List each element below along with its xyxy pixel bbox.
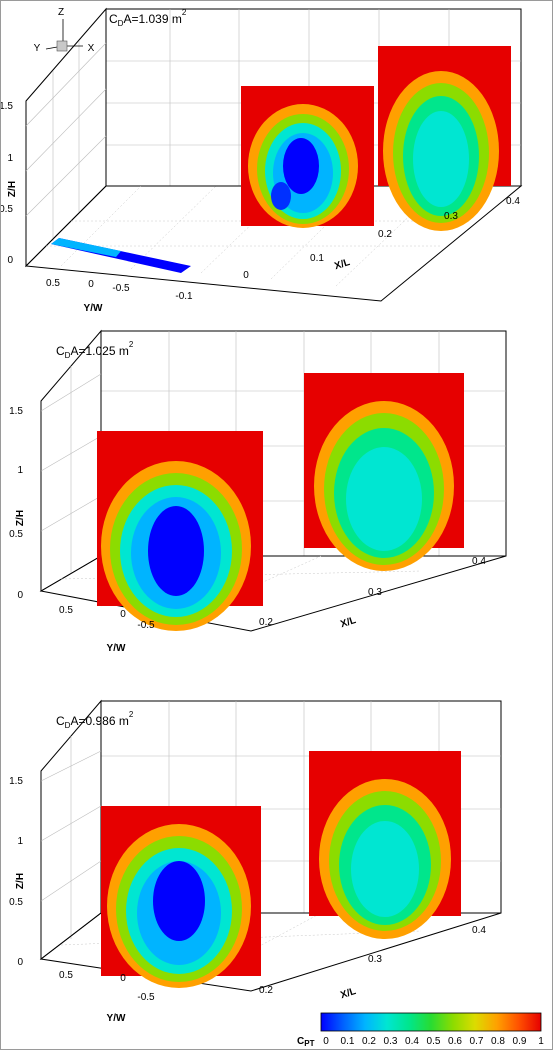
orientation-z-label: Z	[58, 7, 64, 18]
x-tick-label: 0.3	[444, 211, 458, 222]
z-tick-label: 0.5	[1, 204, 13, 215]
label-layer: CDA=1.039 m2 0 0.5 1 1.5 0.5 0 -0.5 -0.1 0 0.1 0.2 0…	[0, 7, 544, 1048]
z-tick-label: 0.5	[9, 897, 23, 908]
wake-plane-x0.4	[304, 373, 464, 571]
x-axis-label: X/L	[339, 986, 357, 1001]
colorbar-label: CPT	[297, 1036, 315, 1048]
z-tick-label: 0	[7, 255, 13, 266]
z-tick-label: 0.5	[9, 529, 23, 540]
left-wall-grid	[25, 41, 107, 241]
z-axis-label: Z/H	[15, 510, 26, 526]
x-tick-label: 0.4	[506, 196, 520, 207]
colorbar-tick-label: 0.6	[448, 1036, 462, 1047]
colorbar-tick-label: 0	[323, 1036, 329, 1047]
x-tick-label: 0.3	[368, 954, 382, 965]
z-axis-label: Z/H	[7, 181, 18, 197]
left-wall-grid	[40, 366, 102, 573]
panel-1	[24, 7, 523, 302]
y-tick-label: -0.5	[137, 992, 155, 1003]
x-tick-label: -0.1	[175, 291, 193, 302]
colorbar-tick-label: 0.9	[513, 1036, 527, 1047]
z-axis-label: Z/H	[15, 873, 26, 889]
colorbar-tick-label: 0.2	[362, 1036, 376, 1047]
orientation-x-label: X	[88, 43, 95, 54]
x-tick-label: 0.2	[259, 617, 273, 628]
orientation-y-label: Y	[34, 43, 41, 54]
colorbar-tick-label: 0.5	[427, 1036, 441, 1047]
z-tick-label: 1	[7, 153, 13, 164]
wake-plane-x0.2	[101, 806, 261, 988]
colorbar-tick-label: 0.4	[405, 1036, 419, 1047]
colorbar-tick-label: 0.3	[384, 1036, 398, 1047]
x-tick-label: 0.1	[310, 253, 324, 264]
colorbar-gradient	[320, 1012, 542, 1032]
wake-plane-x0.4	[378, 46, 511, 231]
x-tick-label: 0.3	[368, 587, 382, 598]
panel-3	[39, 699, 502, 992]
colorbar-tick-label: 0.1	[341, 1036, 355, 1047]
z-tick-label: 1	[17, 836, 23, 847]
x-axis-label: X/L	[333, 257, 351, 272]
y-tick-label: 0	[120, 609, 126, 620]
x-tick-label: 0.4	[472, 556, 486, 567]
y-tick-label: 0.5	[46, 278, 60, 289]
chart-title-2: CDA=1.025 m2	[56, 340, 134, 360]
z-tick-label: 1	[17, 465, 23, 476]
z-tick-label: 1.5	[9, 776, 23, 787]
z-tick-label: 1.5	[9, 406, 23, 417]
x-tick-label: 0.4	[472, 925, 486, 936]
wake-plane-x0.2	[241, 86, 374, 228]
y-tick-label: 0.5	[59, 605, 73, 616]
orientation-triad	[45, 19, 83, 52]
z-tick-label: 1.5	[1, 101, 13, 112]
y-tick-label: 0.5	[59, 970, 73, 981]
colorbar-tick-label: 0.7	[470, 1036, 484, 1047]
chart-title-3: CDA=0.986 m2	[56, 710, 134, 730]
wake-plane-x0.2	[97, 431, 263, 631]
y-tick-label: -0.5	[112, 283, 130, 294]
y-axis-label: Y/W	[84, 303, 103, 314]
left-wall-grid	[40, 736, 102, 939]
chart-title-1: CDA=1.039 m2	[109, 8, 187, 28]
floor-plane-x-0.1	[51, 238, 191, 273]
colorbar-tick-label: 0.8	[491, 1036, 505, 1047]
y-tick-label: -0.5	[137, 620, 155, 631]
colorbar-tick-label: 1	[538, 1036, 544, 1047]
y-tick-label: 0	[88, 279, 94, 290]
y-tick-label: 0	[120, 973, 126, 984]
z-tick-label: 0	[17, 957, 23, 968]
wake-plane-x0.4	[309, 751, 461, 939]
floor	[24, 185, 523, 302]
x-axis-label: X/L	[339, 615, 357, 630]
panel-2	[39, 329, 507, 632]
x-tick-label: 0	[243, 270, 249, 281]
y-axis-label: Y/W	[107, 1013, 126, 1024]
y-axis-label: Y/W	[107, 643, 126, 654]
x-tick-label: 0.2	[378, 229, 392, 240]
colorbar	[320, 1012, 542, 1032]
z-tick-label: 0	[17, 590, 23, 601]
x-tick-label: 0.2	[259, 985, 273, 996]
